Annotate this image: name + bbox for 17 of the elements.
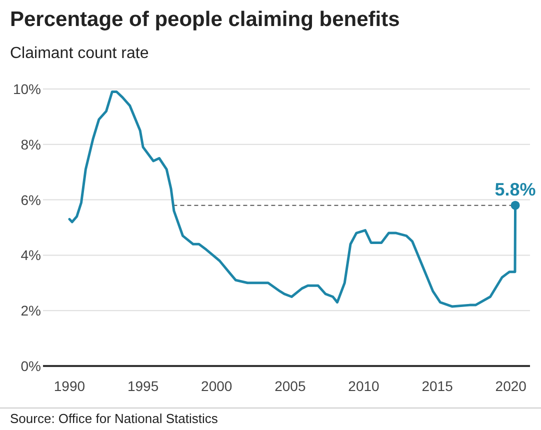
annotation: 5.8% <box>494 179 536 200</box>
source-note: Source: Office for National Statistics <box>10 411 218 426</box>
chart-subtitle: Claimant count rate <box>10 45 149 62</box>
x-tick-label: 1990 <box>54 378 86 394</box>
y-tick-label: 10% <box>12 81 41 97</box>
x-tick-label: 1995 <box>127 378 159 394</box>
x-tick-label: 2005 <box>274 378 306 394</box>
x-tick-label: 2020 <box>495 378 527 394</box>
y-tick-label: 0% <box>20 358 41 374</box>
x-tick-label: 2000 <box>201 378 232 394</box>
y-tick-label: 2% <box>20 302 41 319</box>
y-tick-label: 6% <box>20 192 41 208</box>
y-tick-label: 4% <box>20 247 41 264</box>
x-tick-label: 2010 <box>348 378 380 394</box>
y-tick-label: 8% <box>20 136 41 152</box>
x-tick-label: 2015 <box>422 378 454 394</box>
chart-title: Percentage of people claiming benefits <box>10 8 400 31</box>
